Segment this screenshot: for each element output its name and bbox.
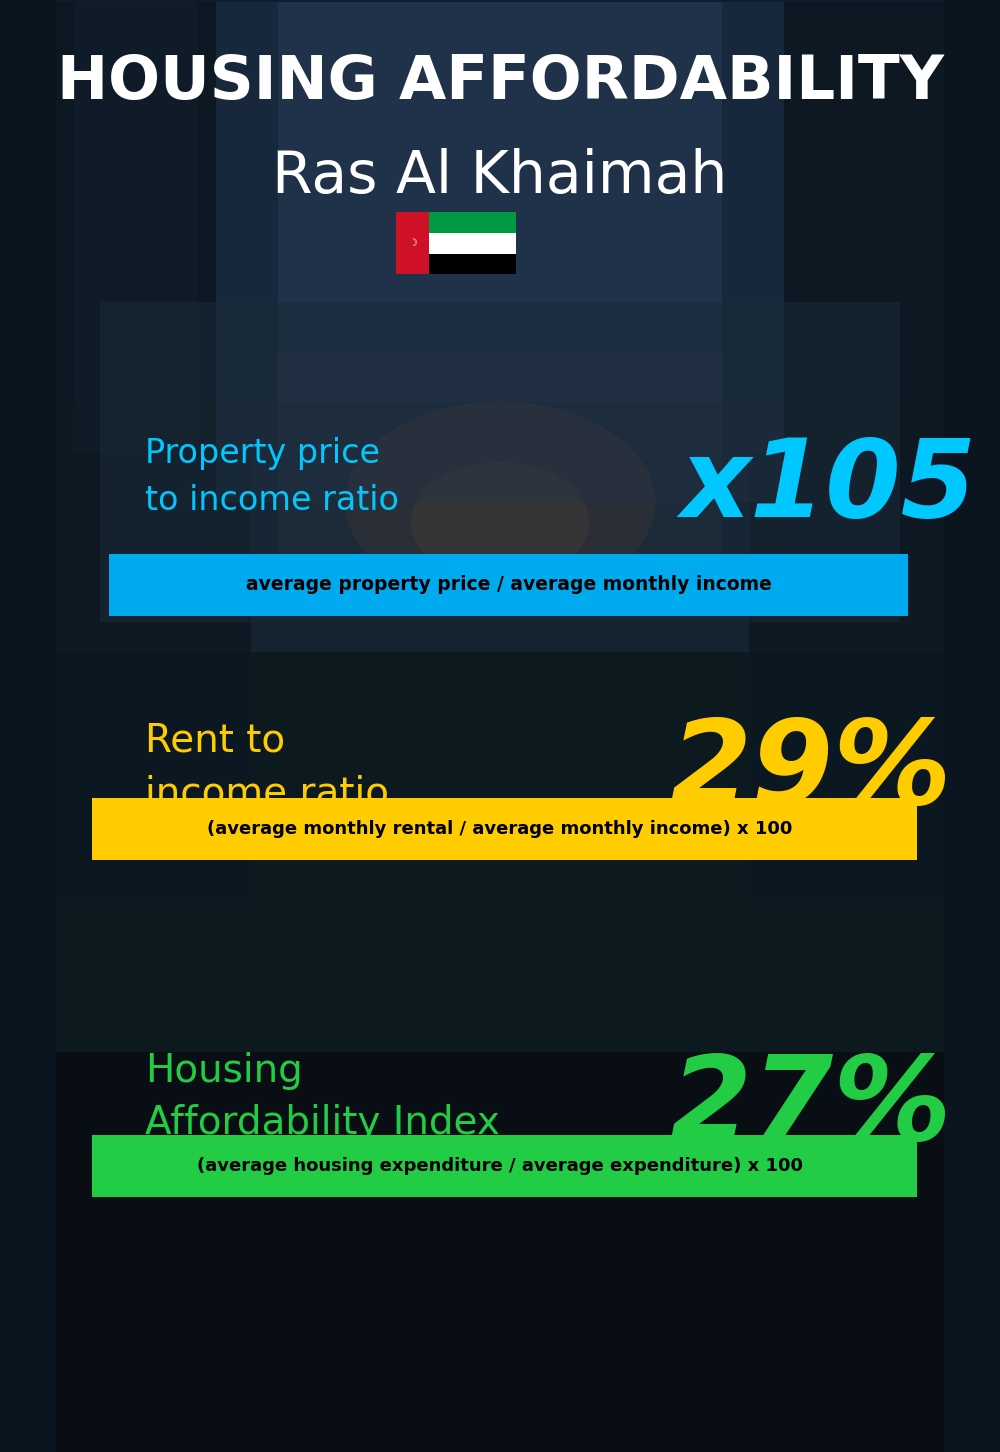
Text: HOUSING AFFORDABILITY: HOUSING AFFORDABILITY [57, 52, 944, 112]
Bar [56, 402, 944, 701]
Bar [92, 799, 917, 860]
Text: Ras Al Khaimah: Ras Al Khaimah [272, 148, 728, 206]
Bar [429, 232, 516, 254]
Bar [56, 452, 251, 902]
Text: (average monthly rental / average monthly income) x 100: (average monthly rental / average monthl… [207, 820, 793, 838]
Text: average property price / average monthly income: average property price / average monthly… [246, 575, 772, 594]
Bar [396, 212, 429, 274]
Bar [100, 302, 900, 621]
Bar [74, 1, 198, 552]
Bar [749, 452, 944, 902]
Text: x105: x105 [681, 434, 977, 540]
Text: Rent to
income ratio: Rent to income ratio [145, 722, 389, 813]
Bar [56, 0, 944, 402]
Text: ☽: ☽ [408, 238, 417, 248]
Bar [278, 1, 722, 402]
Text: (average housing expenditure / average expenditure) x 100: (average housing expenditure / average e… [197, 1157, 803, 1175]
Bar [216, 1, 784, 502]
Bar [429, 254, 516, 274]
Text: 27%: 27% [670, 1050, 952, 1165]
Text: Housing
Affordability Index: Housing Affordability Index [145, 1051, 500, 1143]
Bar [56, 1, 216, 603]
Text: 29%: 29% [670, 714, 952, 829]
Bar [429, 212, 516, 232]
Bar [56, 652, 944, 1053]
Bar [109, 555, 908, 616]
Ellipse shape [345, 402, 655, 603]
Text: Property price
to income ratio: Property price to income ratio [145, 437, 399, 517]
Bar [56, 1053, 944, 1452]
Ellipse shape [411, 462, 589, 582]
Bar [278, 351, 722, 603]
Bar [784, 1, 944, 603]
Bar [92, 1135, 917, 1196]
